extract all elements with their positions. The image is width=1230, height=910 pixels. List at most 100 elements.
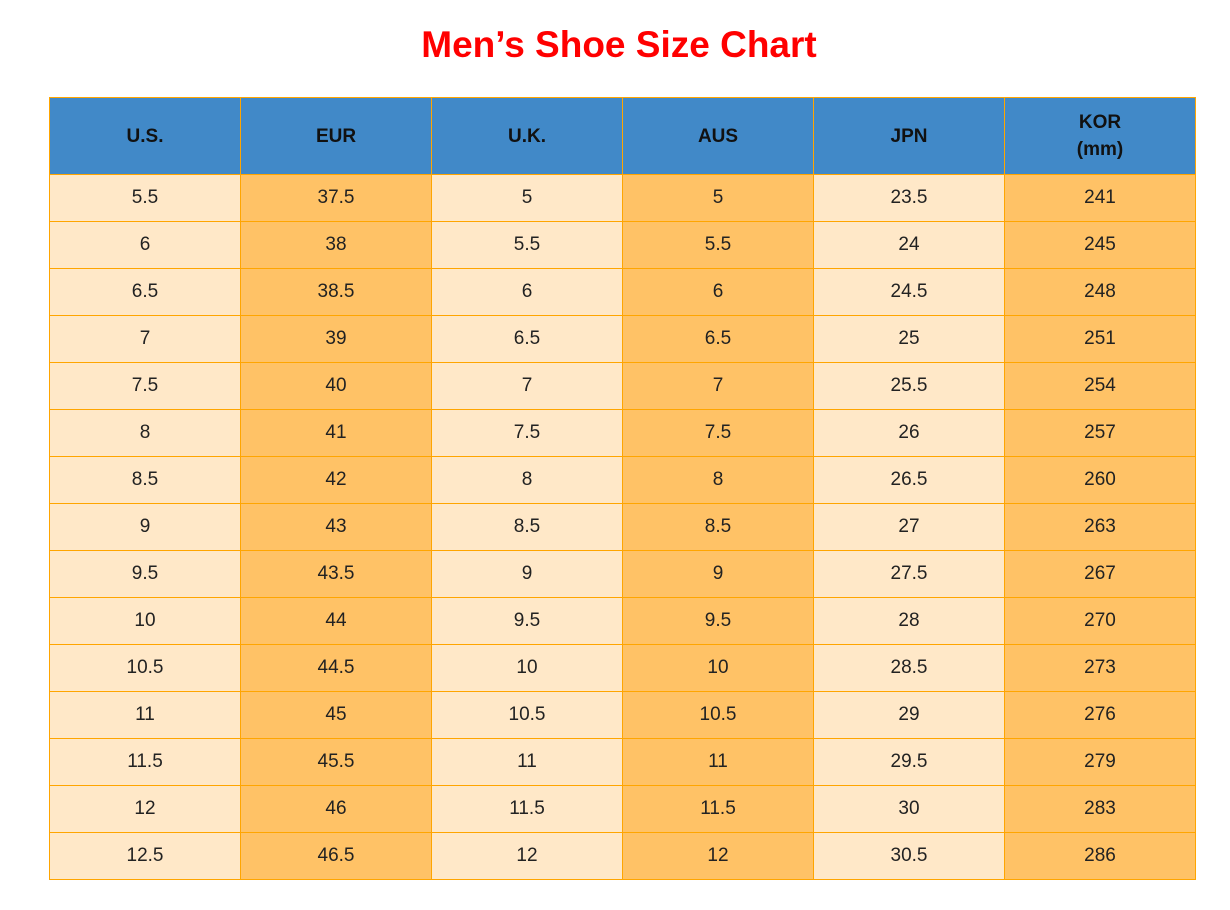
table-cell: 9 (49, 503, 241, 551)
header-row: U.S. EUR U.K. AUS JPN KOR (mm) (49, 97, 1196, 175)
table-cell: 5.5 (431, 221, 623, 269)
table-row: 12.5 46.5 12 12 30.5 286 (49, 832, 1196, 880)
table-cell: 41 (240, 409, 432, 457)
table-cell: 30.5 (813, 832, 1005, 880)
table-cell: 6.5 (431, 315, 623, 363)
table-cell: 25.5 (813, 362, 1005, 410)
table-cell: 46.5 (240, 832, 432, 880)
table-cell: 6 (431, 268, 623, 316)
table-cell: 37.5 (240, 174, 432, 222)
table-cell: 6 (49, 221, 241, 269)
page-title: Men’s Shoe Size Chart (421, 24, 817, 65)
table-cell: 283 (1004, 785, 1196, 833)
table-row: 8 41 7.5 7.5 26 257 (49, 409, 1196, 457)
table-cell: 273 (1004, 644, 1196, 692)
table-cell: 241 (1004, 174, 1196, 222)
table-cell: 7.5 (622, 409, 814, 457)
table-cell: 6.5 (49, 268, 241, 316)
size-chart-table: U.S. EUR U.K. AUS JPN KOR (mm) 5.5 37.5 5 5 23.5 24… (49, 97, 1196, 880)
table-cell: 8.5 (49, 456, 241, 504)
table-cell: 286 (1004, 832, 1196, 880)
table-cell: 6 (622, 268, 814, 316)
table-cell: 254 (1004, 362, 1196, 410)
table-cell: 10.5 (622, 691, 814, 739)
column-header-label: JPN (890, 125, 928, 147)
table-cell: 42 (240, 456, 432, 504)
table-cell: 276 (1004, 691, 1196, 739)
table-cell: 45 (240, 691, 432, 739)
table-cell: 5.5 (49, 174, 241, 222)
table-cell: 270 (1004, 597, 1196, 645)
column-header: U.K. (431, 97, 623, 175)
table-cell: 29.5 (813, 738, 1005, 786)
table-cell: 257 (1004, 409, 1196, 457)
table-cell: 43 (240, 503, 432, 551)
table-cell: 10 (431, 644, 623, 692)
table-cell: 7.5 (49, 362, 241, 410)
table-cell: 11 (49, 691, 241, 739)
table-cell: 9 (622, 550, 814, 598)
table-cell: 28 (813, 597, 1005, 645)
table-cell: 8 (622, 456, 814, 504)
table-row: 7 39 6.5 6.5 25 251 (49, 315, 1196, 363)
table-cell: 27 (813, 503, 1005, 551)
column-header: EUR (240, 97, 432, 175)
table-cell: 45.5 (240, 738, 432, 786)
column-header-label: AUS (697, 125, 739, 147)
table-cell: 40 (240, 362, 432, 410)
table-cell: 263 (1004, 503, 1196, 551)
table-row: 11 45 10.5 10.5 29 276 (49, 691, 1196, 739)
table-cell: 44 (240, 597, 432, 645)
table-cell: 248 (1004, 268, 1196, 316)
table-cell: 7 (431, 362, 623, 410)
table-cell: 7 (49, 315, 241, 363)
table-cell: 12.5 (49, 832, 241, 880)
table-cell: 30 (813, 785, 1005, 833)
table-row: 10 44 9.5 9.5 28 270 (49, 597, 1196, 645)
table-cell: 39 (240, 315, 432, 363)
table-cell: 10 (622, 644, 814, 692)
table-cell: 27.5 (813, 550, 1005, 598)
table-cell: 9.5 (622, 597, 814, 645)
table-cell: 8 (49, 409, 241, 457)
table-cell: 8 (431, 456, 623, 504)
table-cell: 7.5 (431, 409, 623, 457)
column-header: JPN (813, 97, 1005, 175)
table-row: 9.5 43.5 9 9 27.5 267 (49, 550, 1196, 598)
table-cell: 11 (431, 738, 623, 786)
table-cell: 24.5 (813, 268, 1005, 316)
table-cell: 26 (813, 409, 1005, 457)
table-row: 7.5 40 7 7 25.5 254 (49, 362, 1196, 410)
column-header-label: KOR (1078, 112, 1122, 133)
column-header: AUS (622, 97, 814, 175)
table-row: 10.5 44.5 10 10 28.5 273 (49, 644, 1196, 692)
table-cell: 12 (49, 785, 241, 833)
column-header-label: U.S. (126, 125, 164, 147)
table-cell: 279 (1004, 738, 1196, 786)
table-cell: 11.5 (49, 738, 241, 786)
table-cell: 10 (49, 597, 241, 645)
table-cell: 44.5 (240, 644, 432, 692)
table-cell: 9.5 (49, 550, 241, 598)
table-cell: 46 (240, 785, 432, 833)
table-cell: 245 (1004, 221, 1196, 269)
table-cell: 5 (622, 174, 814, 222)
table-row: 8.5 42 8 8 26.5 260 (49, 456, 1196, 504)
table-cell: 25 (813, 315, 1005, 363)
table-row: 11.5 45.5 11 11 29.5 279 (49, 738, 1196, 786)
table-cell: 11.5 (431, 785, 623, 833)
table-cell: 38 (240, 221, 432, 269)
table-cell: 8.5 (622, 503, 814, 551)
table-row: 9 43 8.5 8.5 27 263 (49, 503, 1196, 551)
table-cell: 38.5 (240, 268, 432, 316)
column-header-label: U.K. (508, 125, 546, 147)
table-cell: 28.5 (813, 644, 1005, 692)
table-cell: 10.5 (49, 644, 241, 692)
table-cell: 12 (622, 832, 814, 880)
table-cell: 260 (1004, 456, 1196, 504)
table-cell: 251 (1004, 315, 1196, 363)
table-cell: 267 (1004, 550, 1196, 598)
table-cell: 26.5 (813, 456, 1005, 504)
table-cell: 12 (431, 832, 623, 880)
table-cell: 5 (431, 174, 623, 222)
